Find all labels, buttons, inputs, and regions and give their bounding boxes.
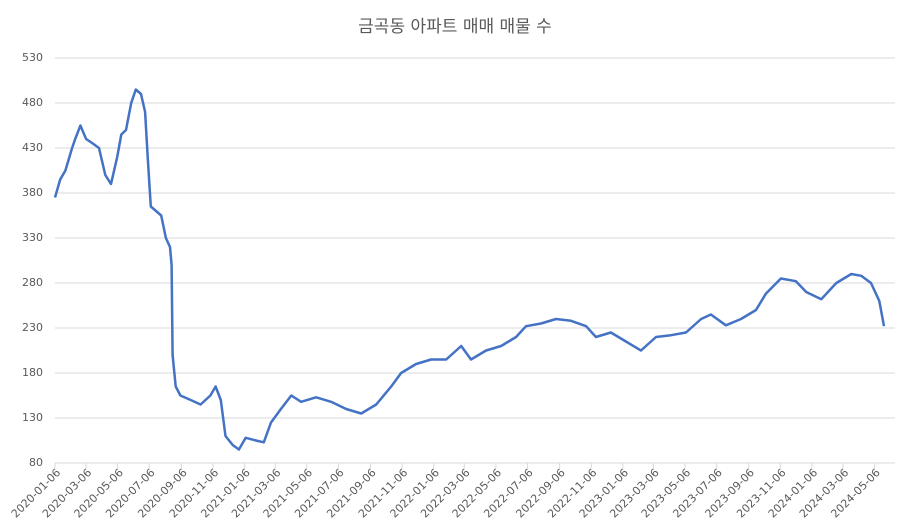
y-tick-label: 380 [22,186,43,199]
y-tick-label: 430 [22,141,43,154]
y-tick-label: 530 [22,51,43,64]
y-tick-label: 80 [29,456,43,469]
y-tick-label: 230 [22,321,43,334]
y-tick-label: 330 [22,231,43,244]
y-tick-label: 180 [22,366,43,379]
line-series [53,88,886,451]
y-tick-label: 130 [22,411,43,424]
chart-title: 금곡동 아파트 매매 매물 수 [358,17,552,37]
y-tick-label: 280 [22,276,43,289]
y-tick-label: 480 [22,96,43,109]
